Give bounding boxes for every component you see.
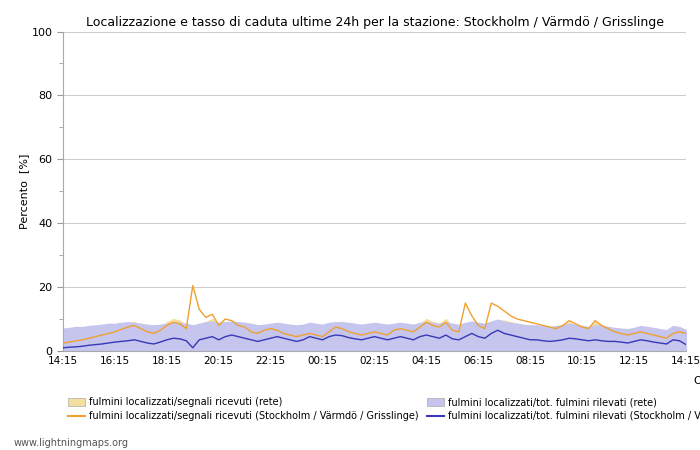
Text: Orario: Orario (693, 376, 700, 386)
Y-axis label: Percento  [%]: Percento [%] (19, 153, 29, 229)
Text: www.lightningmaps.org: www.lightningmaps.org (14, 438, 129, 448)
Title: Localizzazione e tasso di caduta ultime 24h per la stazione: Stockholm / Värmdö : Localizzazione e tasso di caduta ultime … (85, 16, 664, 29)
Legend: fulmini localizzati/segnali ricevuti (rete), fulmini localizzati/segnali ricevut: fulmini localizzati/segnali ricevuti (re… (68, 397, 700, 421)
